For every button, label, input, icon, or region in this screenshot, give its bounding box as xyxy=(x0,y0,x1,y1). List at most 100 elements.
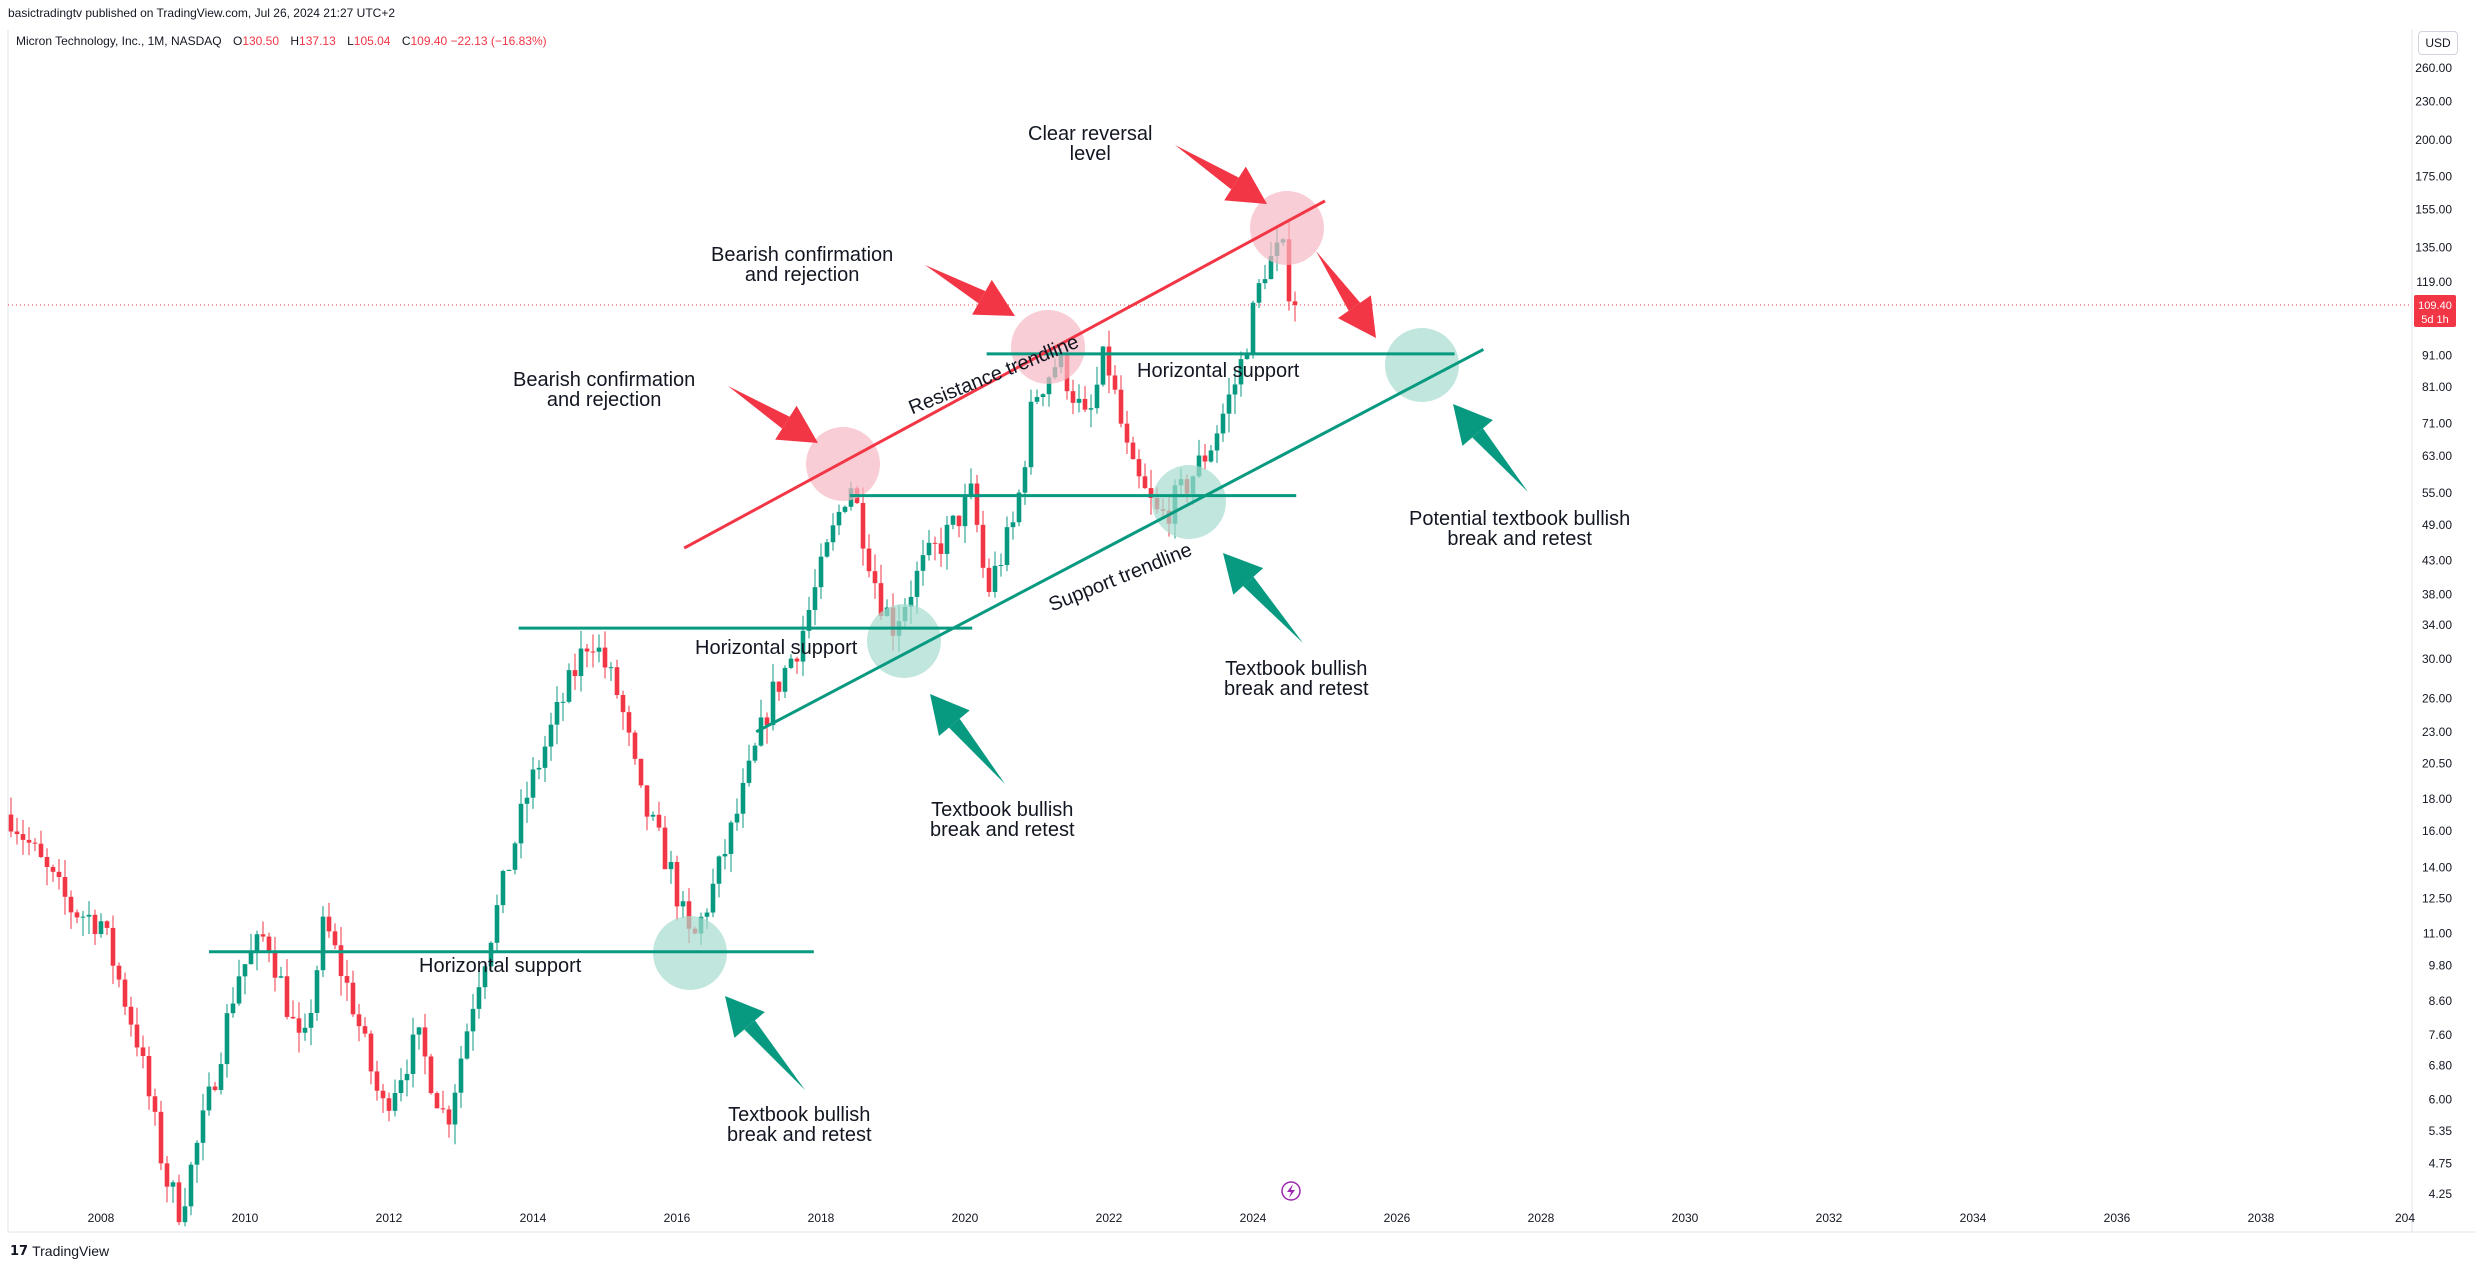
arrow-shaft xyxy=(948,718,1005,784)
candle-body xyxy=(260,934,266,937)
y-tick-label: 18.00 xyxy=(2422,792,2452,806)
candle-body xyxy=(464,1031,470,1059)
candle-body xyxy=(1136,459,1142,477)
candle-body xyxy=(140,1047,146,1056)
candle-body xyxy=(164,1163,170,1187)
y-tick-label: 4.75 xyxy=(2429,1157,2453,1171)
candle-body xyxy=(236,976,242,1004)
candle-body xyxy=(14,831,20,835)
candle-body xyxy=(506,869,512,872)
candle-body xyxy=(122,979,128,1007)
candle-body xyxy=(416,1027,422,1035)
candle-body xyxy=(212,1086,218,1090)
candle-body xyxy=(1124,423,1130,443)
arrow-head xyxy=(1223,553,1264,595)
candle-body xyxy=(878,583,884,616)
candle-body xyxy=(572,670,578,676)
candle-body xyxy=(584,648,590,652)
candle-body xyxy=(548,724,554,747)
x-tick-label: 2032 xyxy=(1816,1211,1843,1225)
candle-body xyxy=(452,1092,458,1125)
candle-body xyxy=(722,853,728,857)
candle-body xyxy=(176,1182,182,1223)
candle-body xyxy=(56,871,62,877)
y-tick-label: 6.80 xyxy=(2429,1058,2453,1072)
y-tick-label: 38.00 xyxy=(2422,587,2452,601)
candle-body xyxy=(512,843,518,870)
candle-body xyxy=(680,901,686,907)
y-tick-label: 63.00 xyxy=(2422,449,2452,463)
symbol-name: Micron Technology, Inc., 1M, NASDAQ xyxy=(16,34,222,48)
candle-body xyxy=(788,658,794,668)
x-tick-label: 2030 xyxy=(1672,1211,1699,1225)
clear-reversal-label: Clear reversal level xyxy=(1028,123,1153,165)
potential-retest-label: Potential textbook bullish break and ret… xyxy=(1409,508,1631,550)
candle-body xyxy=(632,732,638,759)
candle-body xyxy=(1220,413,1226,434)
candle-body xyxy=(1106,346,1112,376)
candle-body xyxy=(86,914,92,917)
candle-body xyxy=(146,1055,152,1097)
bearish-confirmation-label-1: Bearish confirmation and rejection xyxy=(711,244,894,286)
candle-body xyxy=(404,1073,410,1081)
candle-body xyxy=(560,701,566,703)
candle-body xyxy=(50,866,56,872)
rejection-circle xyxy=(1250,191,1324,265)
candle-body xyxy=(1088,408,1094,410)
retest-label-1: Textbook bullish break and retest xyxy=(727,1104,872,1146)
candle-body xyxy=(248,950,254,965)
candle-body xyxy=(908,596,914,607)
candle-body xyxy=(866,548,872,572)
candle-body xyxy=(1070,391,1076,403)
arrow-head xyxy=(972,279,1015,316)
candle-body xyxy=(614,667,620,695)
x-tick-label: 2034 xyxy=(1960,1211,1987,1225)
candle-body xyxy=(842,506,848,512)
candle-body xyxy=(1082,398,1088,410)
y-tick-label: 12.50 xyxy=(2422,892,2452,906)
currency-button[interactable]: USD xyxy=(2418,31,2458,55)
candle-body xyxy=(1202,455,1208,462)
arrow-retest-1 xyxy=(725,996,805,1090)
y-tick-label: 34.00 xyxy=(2422,618,2452,632)
candle-body xyxy=(458,1058,464,1093)
candle-body xyxy=(326,916,332,932)
candle-body xyxy=(104,921,110,928)
y-tick-label: 260.00 xyxy=(2415,61,2452,75)
candle-body xyxy=(1244,353,1250,360)
candle-body xyxy=(818,556,824,588)
candle-body xyxy=(200,1110,206,1143)
candle-body xyxy=(986,567,992,592)
price-tag-countdown: 5d 1h xyxy=(2421,314,2449,326)
candle-body xyxy=(566,670,572,702)
candle-body xyxy=(296,1018,302,1033)
arrow-shaft xyxy=(728,386,790,429)
y-tick-label: 8.60 xyxy=(2429,994,2453,1008)
candle-body xyxy=(254,934,260,951)
open-value: 130.50 xyxy=(242,34,280,48)
x-tick-label: 2022 xyxy=(1096,1211,1123,1225)
candle-body xyxy=(1118,389,1124,424)
x-tick-label: 2026 xyxy=(1384,1211,1411,1225)
last-price-tag: 109.40 5d 1h xyxy=(2414,294,2456,327)
arrow-head xyxy=(930,694,970,736)
candle-body xyxy=(662,827,668,870)
candle-body xyxy=(488,942,494,967)
candle-body xyxy=(686,901,692,929)
candle-body xyxy=(1148,488,1154,499)
candle-body xyxy=(950,515,956,525)
candle-body xyxy=(92,914,98,935)
candle-body xyxy=(872,571,878,584)
candle-body xyxy=(740,782,746,814)
candle-body xyxy=(1268,255,1274,280)
lightning-icon xyxy=(1281,1181,1301,1201)
candle-body xyxy=(758,717,764,746)
x-tick-label: 2020 xyxy=(952,1211,979,1225)
candle-body xyxy=(1214,433,1220,451)
y-tick-label: 49.00 xyxy=(2422,518,2452,532)
candle-body xyxy=(1226,394,1232,414)
price-tag-bg xyxy=(2414,294,2456,327)
y-tick-label: 14.00 xyxy=(2422,861,2452,875)
candle-body xyxy=(962,495,968,527)
